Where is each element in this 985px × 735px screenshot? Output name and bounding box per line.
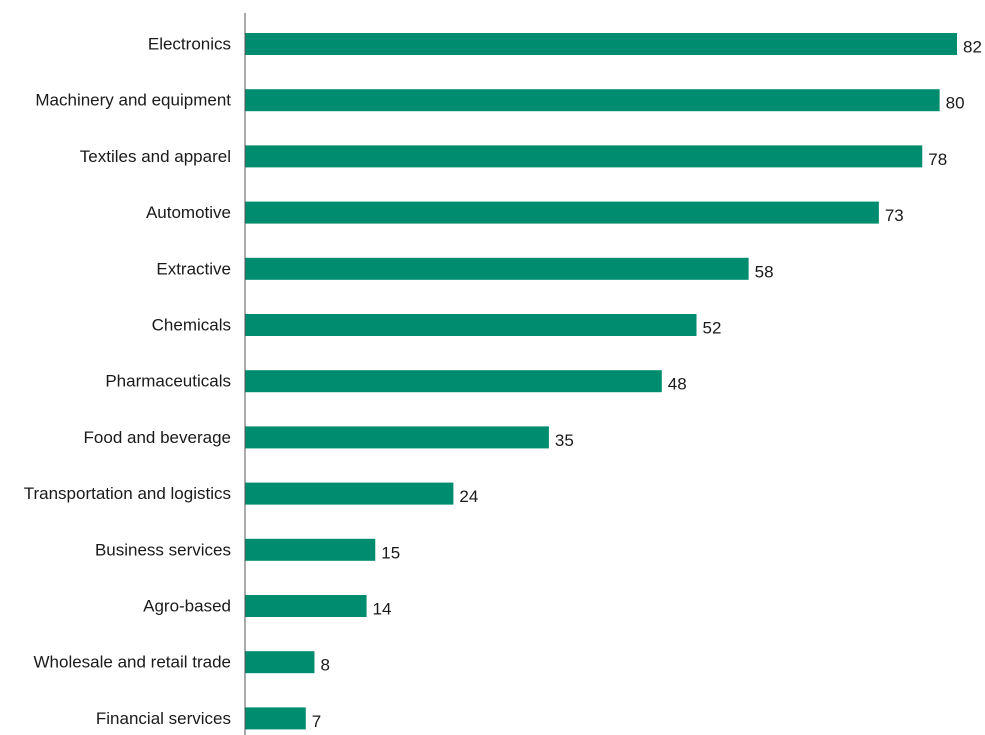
category-label: Machinery and equipment <box>35 91 231 110</box>
category-label: Automotive <box>146 203 231 222</box>
category-label: Pharmaceuticals <box>105 372 231 391</box>
value-label: 35 <box>555 431 574 450</box>
category-labels-group: Electronics Machinery and equipment Textil… <box>24 35 232 728</box>
value-label: 15 <box>381 543 400 562</box>
category-label: Wholesale and retail trade <box>33 653 231 672</box>
bar <box>245 257 749 280</box>
bar <box>245 89 940 112</box>
value-labels-group: 82 80 78 73 58 52 48 35 24 15 14 8 7 <box>312 38 982 731</box>
value-label: 24 <box>459 487 478 506</box>
category-label: Business services <box>95 540 231 559</box>
bar <box>245 314 697 336</box>
value-label: 58 <box>755 262 774 281</box>
category-label: Food and beverage <box>84 428 231 447</box>
bar <box>245 370 662 393</box>
bar <box>245 201 879 224</box>
value-label: 52 <box>703 319 722 338</box>
bar <box>245 426 549 449</box>
category-label: Textiles and apparel <box>80 147 231 166</box>
value-label: 48 <box>668 375 687 394</box>
value-label: 80 <box>946 94 965 113</box>
value-label: 8 <box>320 656 329 675</box>
value-label: 14 <box>373 600 392 619</box>
bar <box>245 651 315 674</box>
value-label: 73 <box>885 206 904 225</box>
bars-group <box>245 33 957 730</box>
bar <box>245 145 923 168</box>
category-label: Financial services <box>96 709 231 728</box>
category-label: Electronics <box>148 35 231 54</box>
bar <box>245 482 454 505</box>
category-label: Chemicals <box>152 316 231 335</box>
value-label: 78 <box>928 150 947 169</box>
category-label: Transportation and logistics <box>24 484 231 503</box>
bar <box>245 707 306 730</box>
bar <box>245 33 957 55</box>
bar <box>245 538 376 561</box>
value-label: 7 <box>312 712 321 731</box>
value-label: 82 <box>963 38 982 57</box>
category-label: Agro-based <box>143 597 231 616</box>
bar <box>245 595 367 617</box>
category-label: Extractive <box>156 259 231 278</box>
